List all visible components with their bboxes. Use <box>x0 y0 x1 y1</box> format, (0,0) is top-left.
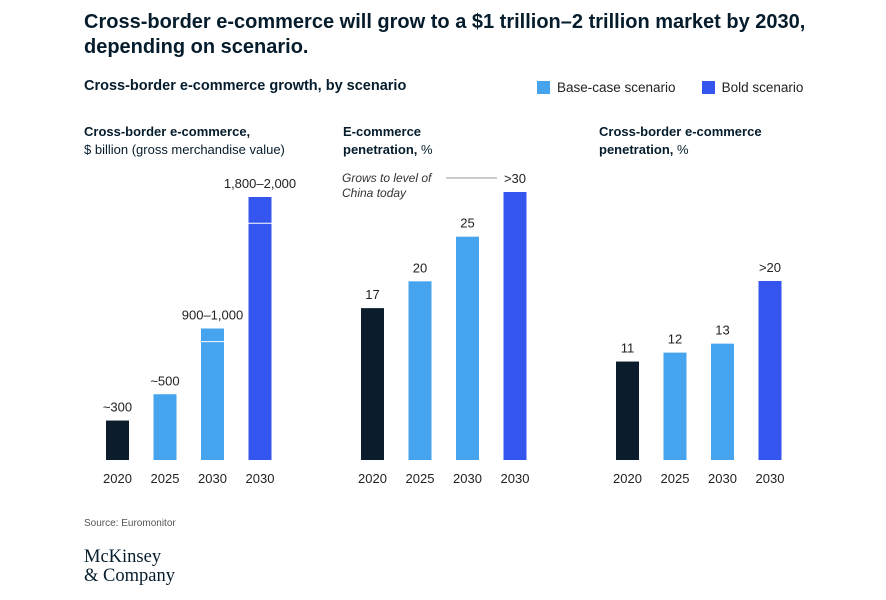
chart-2-data-label-4: >30 <box>504 171 526 186</box>
chart-1-bar-2 <box>153 394 177 460</box>
chart-2-annotation: Grows to level of China today <box>342 171 433 200</box>
chart-3-data-label-4: >20 <box>759 260 781 275</box>
chart-3-bar-1 <box>616 361 639 460</box>
chart-2-data-label-2: 20 <box>413 260 427 275</box>
chart-1-data-label-3: 900–1,000 <box>182 308 243 323</box>
legend-item-bold: Bold scenario <box>701 80 804 95</box>
logo-line-2: & Company <box>84 566 175 586</box>
panel-2-title-bold: E-commerce penetration, <box>343 124 422 157</box>
panel-3-title-unit: % <box>677 142 689 157</box>
chart-3-x-tick-3: 2030 <box>708 471 737 486</box>
chart-3-x-tick-1: 2020 <box>613 471 642 486</box>
panel-2-title: E-commerce penetration, % <box>343 123 443 159</box>
panel-3-title-bold: Cross-border e-commerce penetration, <box>599 124 762 157</box>
chart-1-x-tick-1: 2020 <box>103 471 132 486</box>
chart-2-data-label-1: 17 <box>365 287 379 302</box>
chart-3-bar-4 <box>758 281 782 460</box>
page-title: Cross-border e-commerce will grow to a $… <box>84 11 806 58</box>
legend-label-bold: Bold scenario <box>721 80 804 95</box>
chart-1-bar-1 <box>106 420 129 460</box>
chart-3-bar-2 <box>663 352 687 460</box>
chart-3-x-tick-2: 2025 <box>661 471 690 486</box>
chart-2-data-label-3: 25 <box>460 216 474 231</box>
mckinsey-logo: McKinsey & Company <box>84 548 175 586</box>
chart-1-data-label-4: 1,800–2,000 <box>224 176 296 191</box>
chart-3-x-tick-4: 2030 <box>756 471 785 486</box>
panel-2-title-unit: % <box>421 142 433 157</box>
chart-1-x-tick-2: 2025 <box>151 471 180 486</box>
panel-3-title: Cross-border e-commerce penetration, % <box>599 123 779 159</box>
panel-1-title: Cross-border e-commerce, $ billion (gros… <box>84 123 314 159</box>
chart-3-data-label-3: 13 <box>715 323 729 338</box>
chart-2-x-tick-1: 2020 <box>358 471 387 486</box>
legend: Base-case scenario Bold scenario <box>537 80 803 95</box>
chart-1-x-tick-3: 2030 <box>198 471 227 486</box>
panel-1-title-unit: $ billion (gross merchandise value) <box>84 142 285 157</box>
chart-3-data-label-2: 12 <box>668 332 682 347</box>
chart-2-bar-3 <box>456 236 479 460</box>
legend-swatch-bold <box>701 81 715 94</box>
legend-swatch-base <box>537 81 550 94</box>
chart-1-data-label-1: ~300 <box>103 400 132 415</box>
source-note: Source: Euromonitor <box>84 518 176 529</box>
chart-subtitle: Cross-border e-commerce growth, by scena… <box>84 78 407 94</box>
chart-2-x-tick-3: 2030 <box>453 471 482 486</box>
chart-2-bar-1 <box>361 308 384 460</box>
chart-2-bar-2 <box>408 281 432 460</box>
chart-1-bar-3 <box>201 328 224 460</box>
chart-1-data-label-2: ~500 <box>150 373 179 388</box>
legend-item-base: Base-case scenario <box>537 80 676 95</box>
chart-2-bar-4 <box>503 192 527 460</box>
chart-1-bar-4 <box>248 197 272 460</box>
panel-1-title-bold: Cross-border e-commerce, <box>84 124 251 139</box>
chart-3-data-label-1: 11 <box>621 341 635 356</box>
chart-1-x-tick-4: 2030 <box>246 471 275 486</box>
logo-line-1: McKinsey <box>84 547 162 567</box>
chart-2-x-tick-2: 2025 <box>406 471 435 486</box>
chart-3-bar-3 <box>711 343 734 460</box>
legend-label-base: Base-case scenario <box>557 80 676 95</box>
chart-2-x-tick-4: 2030 <box>501 471 530 486</box>
